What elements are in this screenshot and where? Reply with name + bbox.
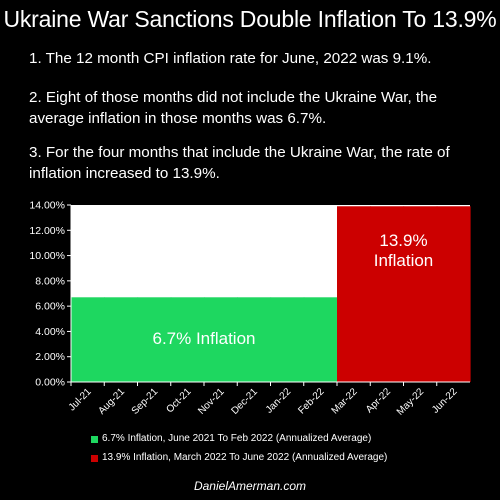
x-tick-label-Nov-21: Nov-21 [196, 386, 227, 417]
note-cpi-rate: 1. The 12 month CPI inflation rate for J… [29, 50, 432, 67]
y-tick-label: 6.00% [35, 301, 65, 313]
y-tick-label: 0.00% [35, 377, 65, 389]
annotation-text: Starts [277, 248, 318, 265]
annotation-arrow-head [326, 285, 337, 296]
y-tick-label: 4.00% [35, 326, 65, 338]
legend-item-red: 13.9% Inflation, March 2022 To June 2022… [91, 452, 387, 464]
x-tick-label-Oct-21: Oct-21 [164, 386, 193, 415]
annotation-text: Ukraine [270, 208, 323, 225]
legend-label-green: 6.7% Inflation, June 2021 To Feb 2022 (A… [102, 433, 372, 444]
bar-red-May-22 [403, 206, 438, 382]
bar-green-Aug-21 [104, 297, 139, 382]
x-tick-label-Jun-22: Jun-22 [430, 386, 460, 416]
annotation-text: War [283, 228, 311, 245]
x-tick-label-Sep-21: Sep-21 [130, 386, 161, 417]
note-war-inflation: 3. For the four months that include the … [29, 144, 450, 182]
x-tick-label-Aug-21: Aug-21 [96, 386, 127, 417]
x-tick-label-Feb-22: Feb-22 [296, 386, 326, 416]
inflation-bar-chart: 0.00% 2.00% 4.00% 6.00% 8.00% 10.00% 12.00% 14.… [29, 200, 471, 418]
bar-red-Apr-22 [370, 206, 405, 382]
bar-green-Feb-22 [303, 297, 338, 382]
x-tick-label-Mar-22: Mar-22 [330, 386, 360, 416]
bar-green-Jan-22 [270, 297, 305, 382]
x-tick-label-Apr-22: Apr-22 [364, 386, 393, 415]
bar-green-Jul-21 [71, 297, 105, 382]
bar-label-red: 13.9% [379, 231, 427, 250]
x-tick-label-Jul-21: Jul-21 [67, 386, 94, 413]
bar-label-red: Inflation [374, 251, 434, 270]
y-tick-label: 10.00% [29, 250, 65, 262]
legend-swatch-green [91, 435, 98, 443]
note-pre-war-average: 2. Eight of those months did not include… [29, 89, 438, 127]
legend-label-red: 13.9% Inflation, March 2022 To June 2022… [102, 452, 388, 463]
footer-site-link[interactable]: DanielAmerman.com [193, 479, 307, 493]
bar-green-Nov-21 [204, 297, 238, 382]
y-tick-label: 2.00% [35, 351, 65, 363]
legend-swatch-red [91, 454, 98, 462]
x-tick-label-May-22: May-22 [395, 386, 427, 418]
x-tick-label-Jan-22: Jan-22 [264, 386, 294, 416]
legend-item-green: 6.7% Inflation, June 2021 To Feb 2022 (A… [91, 433, 371, 445]
bar-red-Jun-22 [436, 206, 471, 382]
bar-label-green: 6.7% Inflation [152, 329, 255, 348]
chart-title: Ukraine War Sanctions Double Inflation T… [3, 6, 497, 32]
x-tick-label-Dec-21: Dec-21 [229, 386, 260, 417]
bar-green-Dec-21 [237, 297, 272, 382]
y-tick-label: 14.00% [29, 200, 65, 212]
bar-red-Mar-22 [337, 206, 371, 382]
bar-green-Oct-21 [170, 297, 205, 382]
bar-green-Sep-21 [137, 297, 172, 382]
y-tick-label: 12.00% [29, 225, 65, 237]
y-tick-label: 8.00% [35, 275, 65, 287]
